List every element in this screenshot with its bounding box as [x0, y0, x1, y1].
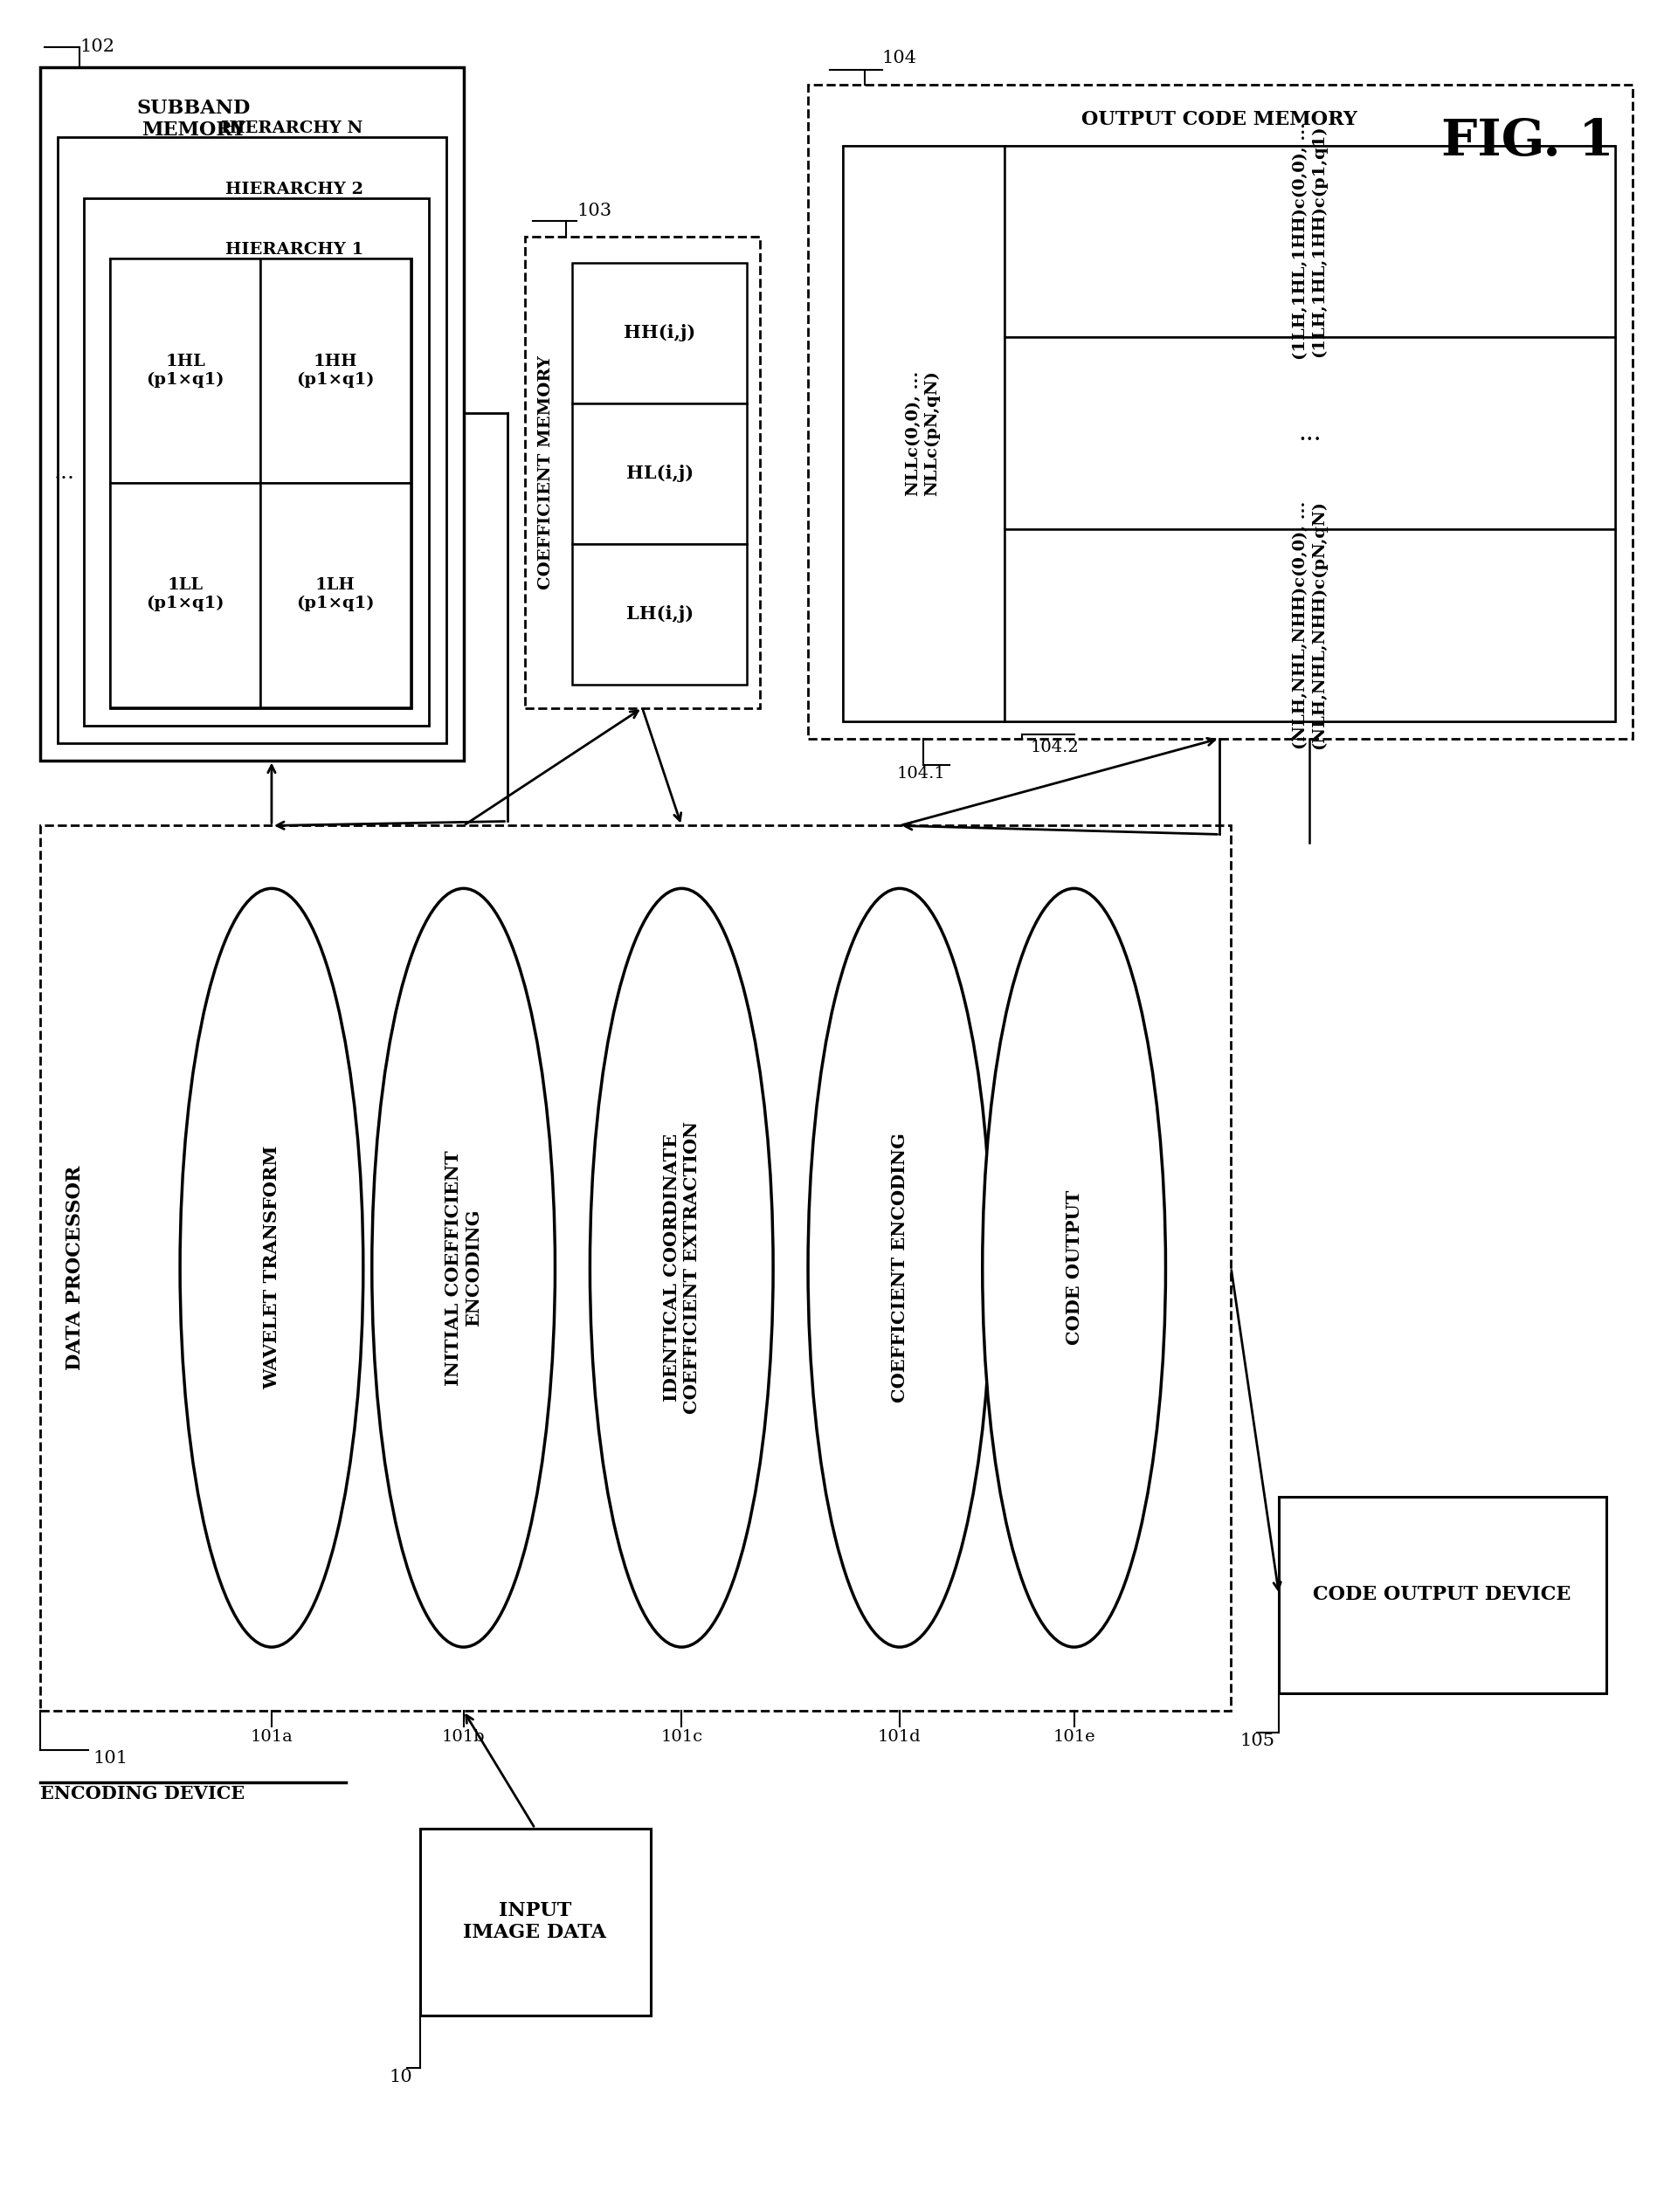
Text: SUBBAND
MEMORY: SUBBAND MEMORY — [136, 100, 250, 139]
Bar — [110, 259, 260, 482]
Bar — [110, 482, 260, 708]
Bar — [419, 1829, 651, 2015]
Bar — [40, 66, 463, 761]
Text: OUTPUT CODE MEMORY: OUTPUT CODE MEMORY — [1082, 111, 1356, 128]
Text: CODE OUTPUT: CODE OUTPUT — [1065, 1190, 1082, 1345]
Bar — [572, 544, 747, 684]
Text: IDENTICAL COORDINATE
COEFFICIENT EXTRACTION: IDENTICAL COORDINATE COEFFICIENT EXTRACT… — [662, 1121, 701, 1413]
Text: 101b: 101b — [441, 1730, 484, 1745]
Ellipse shape — [589, 889, 772, 1648]
Bar — [40, 825, 1230, 1710]
Text: 101d: 101d — [877, 1730, 920, 1745]
Text: 105: 105 — [1240, 1732, 1275, 1750]
Text: (1LH,1HL,1HH)c(0,0), ...
(1LH,1HL,1HH)c(p1,q1): (1LH,1HL,1HH)c(0,0), ... (1LH,1HL,1HH)c(… — [1291, 122, 1326, 361]
Ellipse shape — [982, 889, 1165, 1648]
Text: HL(i,j): HL(i,j) — [626, 465, 694, 482]
Text: WAVELET TRANSFORM: WAVELET TRANSFORM — [263, 1146, 280, 1389]
Bar — [807, 84, 1631, 739]
Text: INPUT
IMAGE DATA: INPUT IMAGE DATA — [463, 1900, 606, 1942]
Bar — [58, 137, 446, 743]
Text: (NLH,NHL,NHH)c(0,0), ...
(NLH,NHL,NHH)c(pN,qN): (NLH,NHL,NHH)c(0,0), ... (NLH,NHL,NHH)c(… — [1291, 500, 1326, 750]
Text: 1HH
(p1×q1): 1HH (p1×q1) — [296, 354, 374, 387]
Text: INITIAL COEFFICIENT
ENCODING: INITIAL COEFFICIENT ENCODING — [444, 1150, 483, 1385]
Text: HIERARCHY N: HIERARCHY N — [221, 119, 363, 135]
Bar — [842, 146, 1003, 721]
Text: 102: 102 — [80, 38, 115, 55]
Text: LH(i,j): LH(i,j) — [626, 606, 694, 622]
Bar — [260, 259, 409, 482]
Bar — [1278, 1498, 1606, 1694]
Text: CODE OUTPUT DEVICE: CODE OUTPUT DEVICE — [1313, 1586, 1571, 1604]
Text: ...: ... — [53, 462, 75, 482]
Text: 101c: 101c — [661, 1730, 702, 1745]
Text: HH(i,j): HH(i,j) — [624, 325, 696, 341]
Text: ...: ... — [1298, 422, 1321, 445]
Ellipse shape — [371, 889, 554, 1648]
Bar — [83, 197, 428, 726]
Bar — [842, 146, 1614, 721]
Text: DATA PROCESSOR: DATA PROCESSOR — [65, 1166, 85, 1369]
Bar — [110, 259, 411, 708]
Text: 1LL
(p1×q1): 1LL (p1×q1) — [146, 577, 225, 613]
Text: 101a: 101a — [250, 1730, 293, 1745]
Bar — [1003, 338, 1614, 529]
Text: 1HL
(p1×q1): 1HL (p1×q1) — [146, 354, 225, 387]
Text: 104: 104 — [882, 51, 917, 66]
Text: ENCODING DEVICE: ENCODING DEVICE — [40, 1785, 245, 1803]
Text: FIG. 1: FIG. 1 — [1441, 117, 1612, 166]
Text: NLLc(0,0), ...
NLLc(pN,qN): NLLc(0,0), ... NLLc(pN,qN) — [905, 369, 940, 495]
Bar — [1003, 529, 1614, 721]
Text: HIERARCHY 2: HIERARCHY 2 — [225, 181, 363, 197]
Text: 1LH
(p1×q1): 1LH (p1×q1) — [296, 577, 374, 613]
Text: 10: 10 — [389, 2068, 413, 2086]
Bar — [572, 403, 747, 544]
Ellipse shape — [807, 889, 990, 1648]
Text: COEFFICIENT MEMORY: COEFFICIENT MEMORY — [537, 356, 554, 588]
Text: 104.2: 104.2 — [1030, 739, 1078, 754]
Text: COEFFICIENT ENCODING: COEFFICIENT ENCODING — [890, 1133, 909, 1402]
Bar — [260, 482, 409, 708]
Bar — [572, 263, 747, 403]
Text: 104.1: 104.1 — [897, 765, 945, 781]
Text: HIERARCHY 1: HIERARCHY 1 — [225, 243, 363, 259]
Bar — [524, 237, 760, 708]
Text: 101: 101 — [93, 1750, 128, 1767]
Text: 103: 103 — [576, 204, 612, 219]
Text: 101e: 101e — [1052, 1730, 1095, 1745]
Bar — [1003, 146, 1614, 338]
Ellipse shape — [180, 889, 363, 1648]
